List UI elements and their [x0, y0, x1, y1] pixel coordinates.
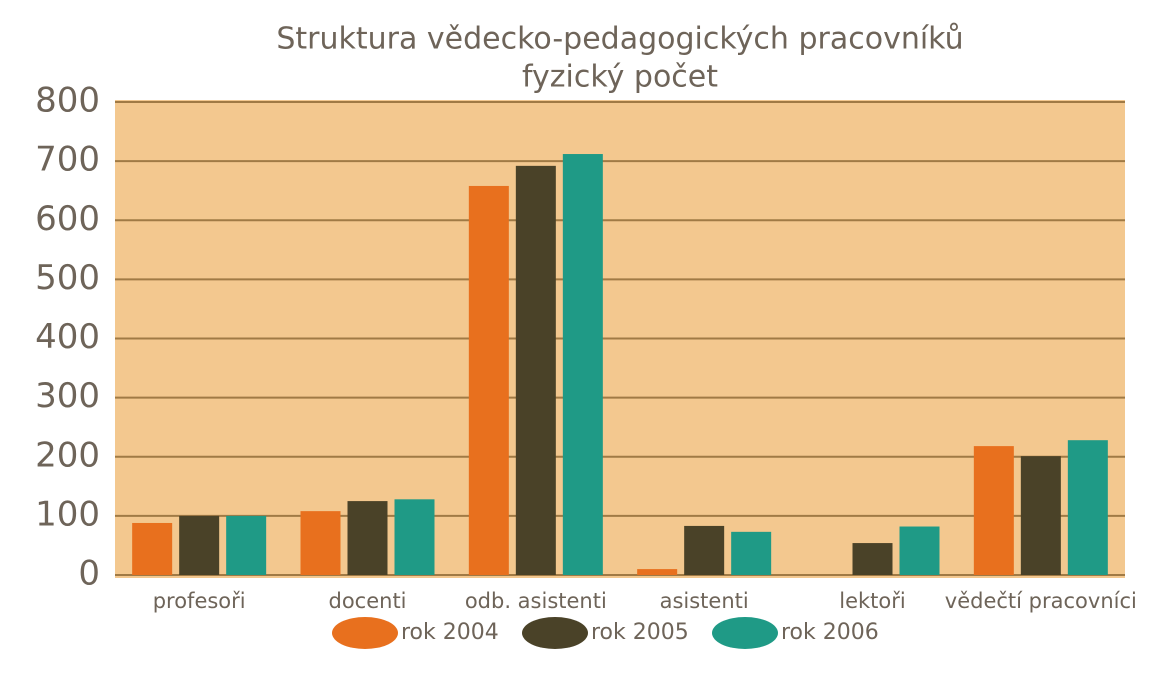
bar: [562, 154, 603, 575]
bar: [347, 501, 388, 575]
y-tick-label: 100: [35, 494, 100, 534]
bar: [515, 165, 556, 576]
bar: [300, 511, 341, 575]
bar: [179, 515, 220, 575]
bar: [899, 526, 940, 575]
bar: [468, 185, 509, 575]
chart-title: Struktura vědecko-pedagogických pracovní…: [276, 22, 963, 57]
y-tick-label: 400: [35, 317, 100, 357]
bar: [1020, 456, 1061, 575]
x-tick-label: asistenti: [660, 589, 749, 613]
y-tick-label: 0: [78, 554, 100, 594]
bar: [637, 569, 678, 575]
x-tick-label: profesoři: [153, 589, 246, 613]
x-tick-label: docenti: [328, 589, 406, 613]
legend-label: rok 2004: [401, 620, 499, 645]
legend-label: rok 2005: [591, 620, 689, 645]
x-tick-label: lektoři: [839, 589, 905, 613]
legend-swatch: [332, 617, 398, 649]
y-tick-label: 700: [35, 140, 100, 180]
bar: [1067, 440, 1108, 575]
chart-subtitle: fyzický počet: [522, 60, 718, 95]
y-tick-label: 300: [35, 376, 100, 416]
y-tick-label: 500: [35, 258, 100, 298]
y-tick-label: 800: [35, 81, 100, 121]
x-tick-label: vědečtí pracovníci: [945, 589, 1137, 613]
legend-swatch: [712, 617, 778, 649]
y-tick-label: 200: [35, 435, 100, 475]
bar: [973, 446, 1014, 575]
legend-swatch: [522, 617, 588, 649]
bar: [684, 525, 725, 575]
bar: [852, 543, 893, 575]
bar: [731, 531, 772, 575]
bar: [132, 522, 173, 575]
bar: [394, 499, 435, 575]
x-tick-label: odb. asistenti: [465, 589, 607, 613]
legend-label: rok 2006: [781, 620, 879, 645]
bar: [226, 515, 267, 575]
y-tick-label: 600: [35, 199, 100, 239]
